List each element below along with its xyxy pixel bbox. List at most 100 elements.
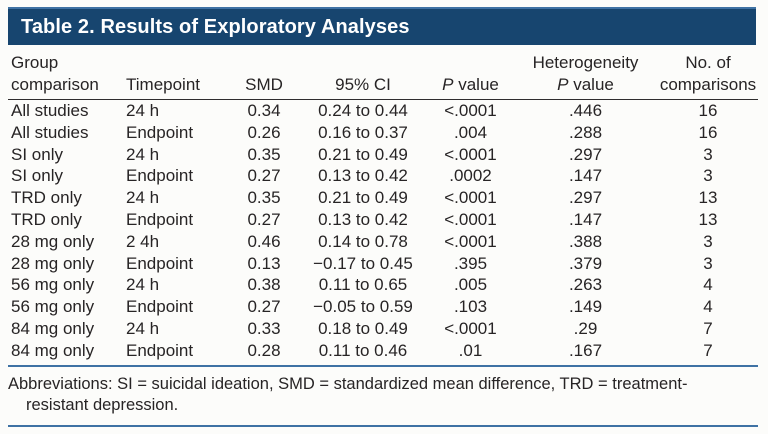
table-cell: Endpoint	[126, 297, 194, 317]
table-cell: 13	[698, 188, 718, 208]
table-cell: All studies	[11, 101, 89, 120]
table-cell: 0.38	[247, 275, 281, 295]
results-table: Group comparison Timepoint SMD 95% CI P value…	[8, 50, 758, 367]
table-row: SI only Endpoint 0.27 0.13 to 0.42 .0002 .147…	[8, 165, 758, 187]
table-cell: 7	[703, 318, 713, 338]
column-header-4: P value	[428, 50, 513, 100]
table-cell: 16	[698, 122, 718, 142]
table-cell: 84 mg only	[11, 318, 95, 338]
table-cell: 0.33	[247, 318, 281, 338]
table-cell: 0.11 to 0.46	[318, 340, 408, 360]
table-cell: <.0001	[444, 231, 497, 251]
table-cell: All studies	[11, 122, 89, 142]
table-cell: .297	[568, 188, 603, 208]
table-cell: 84 mg only	[11, 340, 95, 360]
table-cell: 24 h	[126, 318, 160, 338]
table-cell: .149	[568, 297, 603, 317]
table-cell: .01	[458, 340, 483, 360]
table-cell: 3	[703, 144, 713, 164]
table-cell: SI only	[11, 166, 63, 186]
table-cell: 0.27	[247, 166, 281, 186]
table-row: 84 mg only 24 h 0.33 0.18 to 0.49 <.0001 .29 7	[8, 318, 758, 340]
table-title-bar: Table 2. Results of Exploratory Analyses	[8, 7, 756, 45]
table-cell: Endpoint	[126, 166, 194, 186]
table-cell: 0.34	[247, 101, 281, 120]
table-cell: Endpoint	[126, 340, 194, 360]
column-header-2: SMD	[230, 50, 298, 100]
table-cell: .0002	[449, 166, 492, 186]
table-cell: 24 h	[126, 101, 160, 120]
table-row: All studies Endpoint 0.26 0.16 to 0.37 .004.…	[8, 122, 758, 144]
table-cell: 3	[703, 231, 713, 251]
table-cell: .147	[568, 166, 603, 186]
table-cell: 0.28	[247, 340, 281, 360]
table-header-row: Group comparison Timepoint SMD 95% CI P value…	[8, 50, 758, 100]
table-body: All studies 24 h 0.34 0.24 to 0.44 <.0001 .44…	[8, 100, 758, 366]
table-title: Table 2. Results of Exploratory Analyses	[21, 15, 410, 38]
table-cell: 0.16 to 0.37	[318, 122, 408, 142]
table-cell: <.0001	[444, 144, 497, 164]
table-cell: 0.14 to 0.78	[318, 231, 408, 251]
table-cell: SI only	[11, 144, 63, 164]
table-cell: <.0001	[444, 101, 497, 120]
column-header-6: No. of comparisons	[658, 50, 758, 100]
table-cell: −0.17 to 0.45	[313, 253, 413, 273]
table-cell: .395	[453, 253, 488, 273]
table-cell: 0.11 to 0.65	[318, 275, 408, 295]
table-cell: 0.21 to 0.49	[318, 144, 408, 164]
table-cell: TRD only	[11, 188, 82, 208]
table-cell: <.0001	[444, 209, 497, 229]
table-cell: .379	[568, 253, 603, 273]
table-cell: 0.35	[247, 144, 281, 164]
table-cell: 56 mg only	[11, 297, 95, 317]
table-row: TRD only Endpoint 0.27 0.13 to 0.42 <.0001 .1…	[8, 209, 758, 231]
table-cell: .004	[453, 122, 488, 142]
table-cell: .147	[568, 209, 603, 229]
column-header-5: Heterogeneity P value	[513, 50, 658, 100]
column-header-3: 95% CI	[298, 50, 428, 100]
table-cell: 24 h	[126, 275, 160, 295]
table-cell: 0.24 to 0.44	[318, 101, 408, 120]
table-row: 84 mg only Endpoint 0.28 0.11 to 0.46 .01 .16…	[8, 340, 758, 366]
table-cell: 2 4h	[126, 231, 160, 251]
table-cell: 4	[703, 297, 713, 317]
table-cell: 24 h	[126, 144, 160, 164]
table-row: 28 mg only Endpoint 0.13 −0.17 to 0.45 .395.…	[8, 253, 758, 275]
table-cell: 0.27	[247, 209, 281, 229]
table-cell: .446	[568, 101, 603, 120]
abbreviations-note: Abbreviations: SI = suicidal ideation, S…	[8, 367, 758, 427]
table-row: SI only 24 h 0.35 0.21 to 0.49 <.0001 .297 3	[8, 144, 758, 166]
table-cell: .167	[568, 340, 603, 360]
table-cell: Endpoint	[126, 253, 194, 273]
table-cell: .288	[568, 122, 603, 142]
table-cell: 0.21 to 0.49	[318, 188, 408, 208]
table-cell: .005	[453, 275, 488, 295]
abbreviations-line-2: resistant depression.	[26, 396, 179, 415]
table-row: 56 mg only 24 h 0.38 0.11 to 0.65 .005 .263 4	[8, 274, 758, 296]
table-cell: <.0001	[444, 188, 497, 208]
table-cell: 0.27	[247, 297, 281, 317]
table-cell: .388	[568, 231, 603, 251]
table-cell: 4	[703, 275, 713, 295]
table-cell: −0.05 to 0.59	[313, 297, 413, 317]
table-cell: 0.26	[247, 122, 281, 142]
table-cell: 28 mg only	[11, 231, 95, 251]
table-cell: Endpoint	[126, 122, 194, 142]
table-cell: 56 mg only	[11, 275, 95, 295]
table-cell: 16	[698, 101, 718, 120]
table-header: Group comparison Timepoint SMD 95% CI P value…	[8, 50, 758, 100]
table-cell: 24 h	[126, 188, 160, 208]
table-cell: .297	[568, 144, 603, 164]
table-cell: 0.13 to 0.42	[318, 166, 408, 186]
table-cell: .103	[453, 297, 488, 317]
table-cell: 3	[703, 253, 713, 273]
table-row: TRD only 24 h 0.35 0.21 to 0.49 <.0001 .297 13	[8, 187, 758, 209]
table-cell: 28 mg only	[11, 253, 95, 273]
table-cell: 0.18 to 0.49	[318, 318, 408, 338]
abbreviations-line-1: Abbreviations: SI = suicidal ideation, S…	[8, 374, 688, 393]
table-row: 28 mg only 2 4h 0.46 0.14 to 0.78 <.0001 .388…	[8, 231, 758, 253]
table-cell: 0.35	[247, 188, 281, 208]
table-cell: <.0001	[444, 318, 497, 338]
table-cell: 3	[703, 166, 713, 186]
